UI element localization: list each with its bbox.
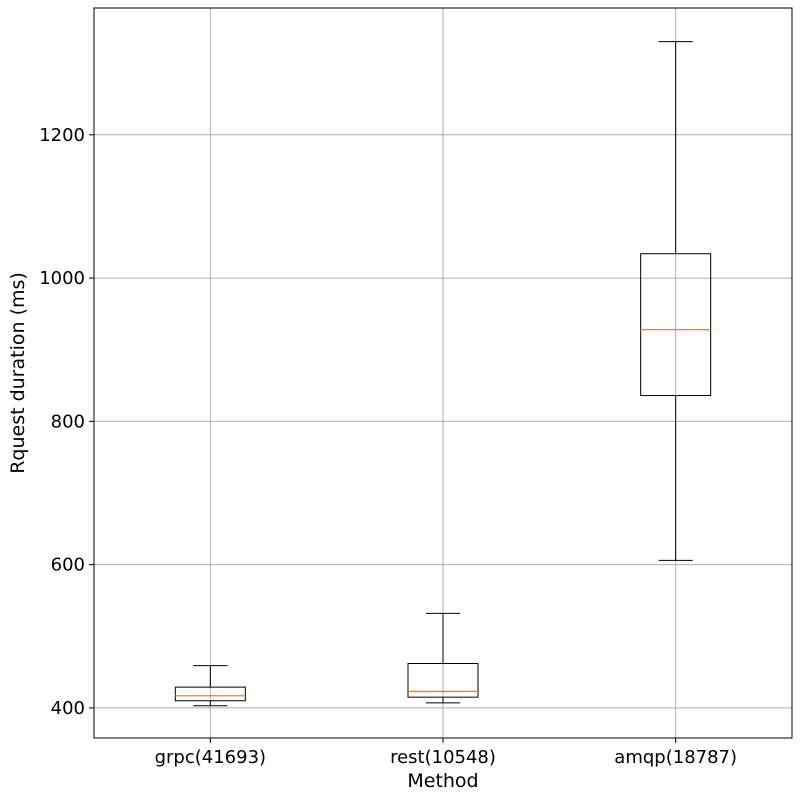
y-tick-label: 800 (51, 411, 85, 432)
y-axis-label: Rquest duration (ms) (7, 272, 29, 474)
x-axis-label: Method (407, 770, 478, 792)
boxes (174, 41, 712, 707)
ticks: 400 600 800 1000 1200 grpc(41693) rest(10548) a… (39, 125, 737, 768)
iqr-box (640, 253, 712, 397)
grid-lines (94, 8, 792, 738)
box-1 (407, 612, 479, 704)
y-tick-label: 1000 (39, 268, 85, 289)
y-tick-label: 1200 (39, 125, 85, 146)
x-tick-label: grpc(41693) (155, 747, 266, 768)
y-tick-label: 600 (51, 555, 85, 576)
y-tick-label: 400 (51, 698, 85, 719)
box-2 (640, 41, 712, 561)
iqr-box (174, 686, 246, 702)
iqr-box (407, 662, 479, 698)
x-tick-label: amqp(18787) (614, 747, 737, 768)
box-0 (174, 665, 246, 707)
x-tick-label: rest(10548) (390, 747, 496, 768)
